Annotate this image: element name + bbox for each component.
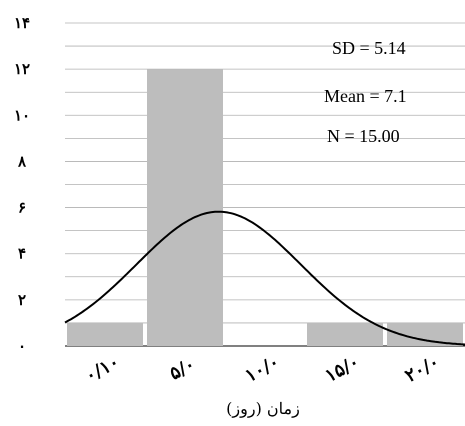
- normal-curve: [64, 210, 465, 346]
- x-tick-label: ۰/۱۰: [82, 352, 123, 387]
- x-tick-label: ۵/۰: [166, 354, 199, 385]
- stat-mean: Mean = 7.1: [324, 86, 407, 106]
- y-tick-label: ۰: [18, 337, 26, 355]
- y-tick-label: ۲: [18, 291, 26, 309]
- histogram-bar: [307, 322, 383, 346]
- y-tick-label: ۶: [18, 199, 26, 217]
- x-axis-label: زمان (روز): [226, 399, 300, 418]
- x-tick-label: ۲۰/۰: [402, 352, 443, 387]
- y-tick-label: ۸: [17, 152, 27, 170]
- histogram-bar: [147, 69, 223, 347]
- bars: [67, 69, 463, 347]
- y-tick-label: ۱۲: [14, 60, 30, 78]
- y-tick-label: ۱۰: [14, 106, 30, 124]
- stat-n: N = 15.00: [327, 126, 400, 146]
- stat-sd: SD = 5.14: [332, 38, 406, 58]
- y-tick-labels: ۰ ۲ ۴ ۶ ۸ ۱۰ ۱۲ ۱۴: [14, 14, 30, 355]
- x-tick-label: ۱۵/۰: [322, 352, 363, 387]
- histogram-bar: [67, 322, 143, 346]
- y-tick-label: ۱۴: [14, 14, 30, 32]
- x-tick-label: ۱۰/۰: [242, 352, 283, 387]
- x-tick-labels: ۰/۱۰ ۵/۰ ۱۰/۰ ۱۵/۰ ۲۰/۰: [82, 352, 443, 387]
- grid-lines: [65, 22, 465, 324]
- y-tick-label: ۴: [18, 245, 26, 263]
- histogram-bar: [387, 322, 463, 346]
